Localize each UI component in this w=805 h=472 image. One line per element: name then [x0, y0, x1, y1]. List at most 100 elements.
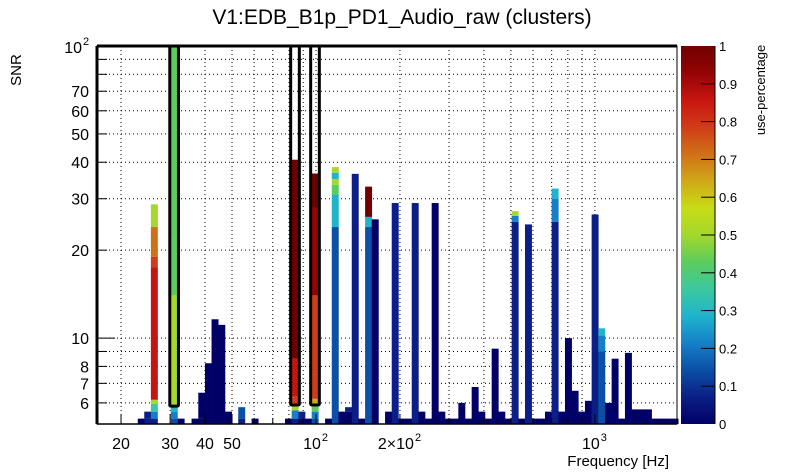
histogram-bar	[137, 418, 145, 424]
histogram-bar	[518, 418, 526, 424]
histogram-bar	[638, 409, 646, 424]
x-tick-label: 10	[582, 436, 600, 453]
bar-segment	[544, 411, 552, 424]
grid-lines	[97, 46, 677, 424]
bar-segment	[311, 207, 319, 296]
y-axis-label: SNR	[8, 54, 25, 86]
histogram-bar	[604, 402, 612, 424]
y-tick-label: 20	[71, 243, 89, 260]
bar-segment	[604, 402, 612, 424]
bar-segment	[291, 159, 299, 359]
bar-segment	[150, 418, 158, 424]
histogram-bar	[451, 418, 459, 424]
bar-segment	[224, 411, 232, 424]
bar-segment	[391, 203, 399, 424]
histogram-bar	[338, 411, 346, 424]
histogram-bar	[331, 167, 339, 424]
histogram-bar	[618, 418, 626, 424]
histogram-bar	[218, 324, 226, 424]
colorbar-tick-label: 0.5	[719, 228, 737, 243]
bar-segment	[531, 418, 539, 424]
y-tick-label-exponent: 2	[83, 36, 89, 48]
bar-segment	[204, 363, 212, 424]
histogram-bar	[511, 211, 519, 424]
bar-segment	[551, 198, 559, 222]
histogram-bar	[578, 411, 586, 424]
histogram-bar	[498, 411, 506, 424]
bar-segment	[331, 194, 339, 228]
bar-segment	[658, 418, 666, 424]
bar-segment	[345, 407, 353, 412]
bar-segment	[571, 390, 579, 424]
outlined-bar-fill	[170, 295, 178, 407]
bar-segment	[358, 418, 366, 424]
bar-segment	[591, 214, 599, 424]
bar-segment	[345, 411, 353, 424]
bar-segment	[150, 227, 158, 257]
bar-segment	[238, 407, 246, 419]
histogram-bar	[531, 418, 539, 424]
histogram-bar	[611, 358, 619, 424]
histogram-bar	[458, 402, 466, 424]
bar-segment	[491, 348, 499, 424]
outlined-bar-fill	[170, 46, 178, 239]
y-tick-label: 60	[71, 104, 89, 121]
histogram-bar	[291, 159, 299, 424]
histogram-bar	[631, 409, 639, 424]
histogram-bar	[144, 411, 152, 424]
colorbar-tick-label: 0.8	[719, 115, 737, 130]
bar-segment	[150, 204, 158, 228]
bar-segment	[564, 338, 572, 424]
histogram-bar	[584, 400, 592, 424]
bar-segment	[558, 411, 566, 424]
outlined-bar-fill	[170, 238, 178, 296]
y-tick-label: 70	[71, 84, 89, 101]
histogram-bar	[150, 204, 158, 424]
histogram-bar	[491, 348, 499, 424]
histogram-bar	[398, 418, 406, 424]
histogram-bar	[558, 411, 566, 424]
bar-segment	[291, 410, 299, 419]
histogram-bar	[524, 224, 532, 424]
bar-segment	[438, 411, 446, 424]
bar-segment	[511, 215, 519, 222]
bar-segment	[651, 418, 659, 424]
bar-segment	[144, 418, 152, 424]
bar-segment	[365, 216, 373, 228]
histogram-bar	[465, 418, 472, 424]
histogram-bar	[385, 411, 393, 424]
bar-segment	[331, 172, 339, 180]
bar-segment	[177, 418, 185, 424]
bar-segment	[498, 411, 506, 424]
bar-segment	[524, 224, 532, 424]
bar-segment	[198, 418, 206, 424]
colorbar-tick-label: 0.4	[719, 266, 737, 281]
histogram-bar	[170, 406, 178, 424]
histogram-bar	[478, 411, 486, 424]
bar-segment	[170, 406, 178, 412]
histogram-bar	[445, 418, 452, 424]
y-tick-label: 30	[71, 192, 89, 209]
histogram-bar	[191, 418, 199, 424]
histogram-bar	[671, 418, 679, 424]
y-tick-label: 8	[80, 359, 89, 376]
bar-segment	[351, 173, 359, 424]
bar-segment	[331, 184, 339, 195]
y-tick-label: 40	[71, 155, 89, 172]
bars-group	[137, 159, 679, 424]
histogram-bar	[391, 203, 399, 424]
bar-segment	[465, 418, 472, 424]
histogram-bar	[425, 418, 432, 424]
x-tick-label-exponent: 2	[322, 432, 328, 444]
y-tick-label: 10	[71, 331, 89, 348]
bar-segment	[365, 227, 373, 424]
y-tick-label: 50	[71, 127, 89, 144]
histogram-bar	[658, 418, 666, 424]
histogram-bar	[538, 418, 546, 424]
histogram-bar	[564, 338, 572, 424]
x-tick-label: 30	[161, 436, 179, 453]
bar-segment	[371, 219, 379, 424]
bar-segment	[325, 418, 333, 424]
histogram-bar	[438, 411, 446, 424]
bar-segment	[191, 418, 199, 424]
